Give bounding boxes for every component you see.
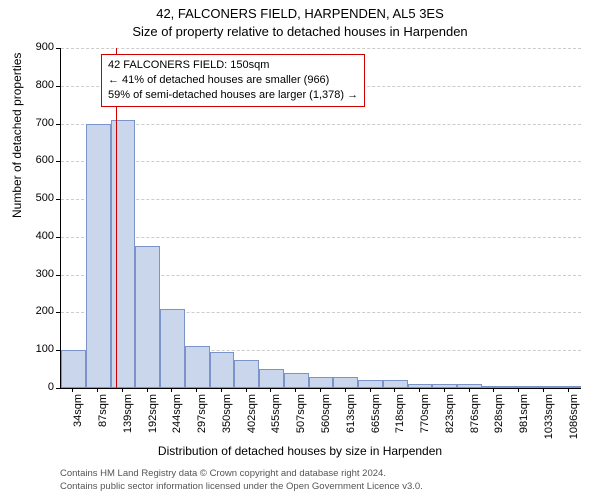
x-tick <box>493 388 494 392</box>
x-tick <box>270 388 271 392</box>
histogram-bar <box>556 386 581 388</box>
histogram-bar <box>432 384 457 388</box>
y-tick-label: 400 <box>14 230 54 242</box>
gridline <box>61 199 581 200</box>
gridline <box>61 237 581 238</box>
x-tick <box>295 388 296 392</box>
gridline <box>61 124 581 125</box>
gridline <box>61 161 581 162</box>
y-tick <box>56 48 60 49</box>
x-tick-label: 876sqm <box>469 394 481 444</box>
gridline <box>61 48 581 49</box>
x-tick <box>147 388 148 392</box>
histogram-bar <box>358 380 383 388</box>
footer-line-1: Contains HM Land Registry data © Crown c… <box>60 468 386 479</box>
x-tick-label: 1033sqm <box>543 394 555 444</box>
y-tick-label: 100 <box>14 343 54 355</box>
x-tick-label: 350sqm <box>221 394 233 444</box>
y-tick-label: 900 <box>14 41 54 53</box>
x-tick <box>72 388 73 392</box>
histogram-bar <box>457 384 482 388</box>
chart-container: 42, FALCONERS FIELD, HARPENDEN, AL5 3ES … <box>0 0 600 500</box>
histogram-bar <box>284 373 309 388</box>
histogram-bar <box>531 386 556 388</box>
x-tick <box>171 388 172 392</box>
x-tick <box>444 388 445 392</box>
footer-line-2: Contains public sector information licen… <box>60 481 423 492</box>
annotation-line-1: 42 FALCONERS FIELD: 150sqm <box>108 58 358 73</box>
y-tick <box>56 161 60 162</box>
x-tick-label: 87sqm <box>97 394 109 444</box>
x-tick-label: 981sqm <box>518 394 530 444</box>
y-tick <box>56 388 60 389</box>
x-tick-label: 823sqm <box>444 394 456 444</box>
x-tick <box>97 388 98 392</box>
x-tick-label: 613sqm <box>345 394 357 444</box>
y-tick <box>56 86 60 87</box>
x-tick-label: 718sqm <box>394 394 406 444</box>
y-tick-label: 700 <box>14 117 54 129</box>
x-tick-label: 1086sqm <box>568 394 580 444</box>
histogram-bar <box>309 377 334 388</box>
x-tick-label: 34sqm <box>72 394 84 444</box>
y-tick <box>56 237 60 238</box>
chart-title-main: 42, FALCONERS FIELD, HARPENDEN, AL5 3ES <box>0 6 600 21</box>
x-tick-label: 770sqm <box>419 394 431 444</box>
x-tick <box>419 388 420 392</box>
annotation-box: 42 FALCONERS FIELD: 150sqm ← 41% of deta… <box>101 54 365 107</box>
chart-title-sub: Size of property relative to detached ho… <box>0 24 600 39</box>
histogram-bar <box>86 124 111 388</box>
histogram-bar <box>135 246 160 388</box>
x-tick-label: 192sqm <box>147 394 159 444</box>
x-tick-label: 139sqm <box>122 394 134 444</box>
histogram-bar <box>333 377 358 388</box>
x-tick <box>370 388 371 392</box>
histogram-bar <box>160 309 185 388</box>
x-tick <box>122 388 123 392</box>
x-tick <box>320 388 321 392</box>
plot-area: 42 FALCONERS FIELD: 150sqm ← 41% of deta… <box>60 48 581 389</box>
y-tick-label: 0 <box>14 381 54 393</box>
x-tick-label: 665sqm <box>370 394 382 444</box>
x-tick <box>221 388 222 392</box>
histogram-bar <box>61 350 86 388</box>
y-tick <box>56 199 60 200</box>
histogram-bar <box>185 346 210 388</box>
y-tick-label: 800 <box>14 79 54 91</box>
x-tick-label: 297sqm <box>196 394 208 444</box>
x-axis-label: Distribution of detached houses by size … <box>0 444 600 458</box>
x-tick-label: 402sqm <box>246 394 258 444</box>
x-tick <box>394 388 395 392</box>
x-tick-label: 928sqm <box>493 394 505 444</box>
y-tick <box>56 350 60 351</box>
x-tick <box>518 388 519 392</box>
x-tick-label: 507sqm <box>295 394 307 444</box>
x-tick <box>345 388 346 392</box>
y-tick-label: 500 <box>14 192 54 204</box>
histogram-bar <box>111 120 136 388</box>
x-tick <box>543 388 544 392</box>
x-tick <box>196 388 197 392</box>
x-tick-label: 560sqm <box>320 394 332 444</box>
x-tick <box>469 388 470 392</box>
y-tick-label: 600 <box>14 154 54 166</box>
y-tick <box>56 312 60 313</box>
y-tick <box>56 275 60 276</box>
histogram-bar <box>210 352 235 388</box>
x-tick-label: 244sqm <box>171 394 183 444</box>
y-tick-label: 200 <box>14 305 54 317</box>
histogram-bar <box>259 369 284 388</box>
histogram-bar <box>383 380 408 388</box>
y-tick <box>56 124 60 125</box>
y-tick-label: 300 <box>14 268 54 280</box>
x-tick <box>568 388 569 392</box>
annotation-line-3: 59% of semi-detached houses are larger (… <box>108 88 358 103</box>
histogram-bar <box>234 360 259 388</box>
x-tick <box>246 388 247 392</box>
x-tick-label: 455sqm <box>270 394 282 444</box>
annotation-line-2: ← 41% of detached houses are smaller (96… <box>108 73 358 88</box>
